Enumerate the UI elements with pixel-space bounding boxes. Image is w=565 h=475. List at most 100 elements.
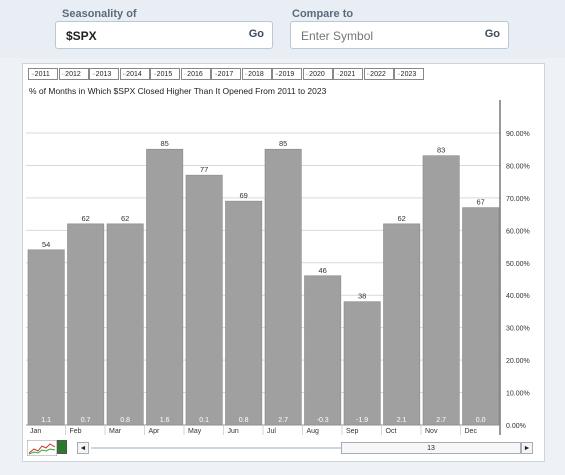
scroll-thumb[interactable]: 13 — [341, 442, 521, 454]
header-bar: Seasonality of Go Compare to Go — [0, 0, 565, 58]
legend-label: 2021 — [339, 71, 356, 78]
bar-apr — [146, 148, 184, 426]
legend-item-2011[interactable]: ··2011 — [28, 68, 58, 80]
legend-item-2014[interactable]: ··2014 — [119, 68, 150, 80]
bar-may — [185, 174, 223, 426]
bar-jul — [264, 148, 302, 426]
chart-panel: ··2011 ··2012 ··2013 ··2014 ··2015 ··2016 ··20… — [22, 63, 545, 462]
bar-nov — [422, 155, 460, 426]
legend-swatch: ·· — [31, 71, 35, 78]
x-tick-label: May — [188, 428, 202, 435]
x-tick-label: Jul — [267, 428, 276, 435]
scroll-left-button[interactable]: ◄ — [77, 442, 89, 454]
avg-change-label: 0.0 — [476, 417, 486, 424]
legend-swatch: ·· — [183, 71, 188, 78]
avg-change-label: -0.3 — [317, 417, 329, 424]
y-tick-label: 10.00% — [506, 391, 530, 398]
chart-title: % of Months in Which $SPX Closed Higher … — [29, 86, 327, 96]
legend-swatch: ·· — [275, 71, 279, 78]
legend-item-2018[interactable]: ··2018 — [241, 68, 272, 80]
scroll-track[interactable] — [91, 447, 523, 449]
avg-change-label: 0.8 — [120, 417, 130, 424]
legend-item-2016[interactable]: ··2016 — [180, 68, 211, 80]
legend-item-2019[interactable]: ··2019 — [272, 68, 302, 80]
bar-value-label: 85 — [160, 139, 168, 148]
legend-item-2023[interactable]: ··2023 — [394, 68, 424, 80]
seasonality-go-button[interactable]: Go — [248, 28, 264, 40]
legend-swatch: ·· — [153, 71, 157, 78]
bar-value-label: 46 — [318, 266, 326, 275]
x-tick-label: Nov — [425, 428, 438, 435]
legend-item-2021[interactable]: ··2021 — [333, 68, 363, 80]
legend-label: 2015 — [156, 71, 173, 78]
legend-swatch: ·· — [336, 71, 340, 78]
bar-value-label: 83 — [437, 146, 445, 155]
legend-item-2020[interactable]: ··2020 — [302, 68, 333, 80]
legend-item-2017[interactable]: ··2017 — [211, 68, 241, 80]
y-tick-label: 0.00% — [506, 423, 526, 430]
compare-field[interactable]: Go — [290, 21, 509, 49]
legend-swatch: ·· — [244, 71, 249, 78]
bar-dec — [462, 207, 500, 426]
legend-item-2015[interactable]: ··2015 — [150, 68, 180, 80]
legend-label: 2020 — [309, 71, 325, 78]
x-tick-label: Dec — [465, 428, 478, 435]
compare-input[interactable] — [299, 27, 473, 45]
x-tick-label: Mar — [109, 428, 122, 435]
legend-label: 2012 — [65, 71, 81, 78]
avg-change-label: 2.1 — [397, 417, 407, 424]
legend-item-2012[interactable]: ··2012 — [58, 68, 89, 80]
legend-label: 2018 — [248, 71, 264, 78]
seasonality-chart: 0.00% 10.00% 20.00% 30.00% 40.00% 50.00% 60.00… — [26, 100, 530, 435]
legend-swatch: ·· — [397, 71, 401, 78]
legend-label: 2023 — [400, 71, 417, 78]
y-tick-label: 70.00% — [506, 196, 530, 203]
x-tick-label: Jun — [228, 428, 239, 435]
legend-item-2013[interactable]: ··2013 — [89, 68, 119, 80]
chart-type-icon[interactable] — [57, 440, 67, 454]
bar-value-label: 69 — [239, 191, 247, 200]
legend-label: 2017 — [217, 71, 234, 78]
bar-aug — [304, 275, 342, 426]
legend-swatch: ·· — [366, 71, 371, 78]
y-tick-label: 20.00% — [506, 358, 530, 365]
seasonality-input[interactable] — [64, 27, 238, 45]
bar-value-label: 67 — [476, 198, 484, 207]
y-tick-label: 40.00% — [506, 293, 530, 300]
bar-value-label: 62 — [81, 214, 89, 223]
legend-swatch: ·· — [61, 71, 66, 78]
legend-item-2022[interactable]: ··2022 — [363, 68, 394, 80]
y-tick-label: 60.00% — [506, 228, 530, 235]
avg-change-label: 0.1 — [199, 417, 209, 424]
y-tick-label: 50.00% — [506, 261, 530, 268]
avg-change-label: 0.7 — [81, 417, 91, 424]
avg-change-label: 2.7 — [278, 417, 288, 424]
legend-swatch: ·· — [92, 71, 96, 78]
avg-change-label: -1.9 — [356, 417, 368, 424]
bar-value-label: 54 — [42, 240, 50, 249]
scroll-right-button[interactable]: ► — [521, 442, 533, 454]
bar-value-label: 85 — [279, 139, 287, 148]
avg-change-label: 0.8 — [239, 417, 249, 424]
bar-value-label: 62 — [121, 214, 129, 223]
avg-change-label: 2.7 — [436, 417, 446, 424]
bar-value-label: 38 — [358, 292, 366, 301]
legend-label: 2022 — [370, 71, 386, 78]
legend-swatch: ·· — [214, 71, 218, 78]
legend-label: 2019 — [278, 71, 295, 78]
mini-chart-icon[interactable] — [27, 440, 57, 456]
chart-navigator: ◄ 13 ► — [23, 436, 544, 461]
x-tick-label: Oct — [386, 428, 397, 435]
legend-label: 2014 — [126, 71, 142, 78]
compare-go-button[interactable]: Go — [484, 28, 500, 40]
x-tick-label: Aug — [307, 428, 320, 435]
bar-sep — [343, 301, 381, 426]
seasonality-label: Seasonality of — [62, 8, 137, 20]
avg-change-label: 1.1 — [41, 417, 51, 424]
bar-mar — [106, 223, 144, 426]
x-tick-label: Sep — [346, 428, 359, 435]
bar-value-label: 62 — [397, 214, 405, 223]
avg-change-label: 1.6 — [160, 417, 170, 424]
seasonality-field[interactable]: Go — [55, 21, 273, 49]
bar-jan — [27, 249, 65, 426]
